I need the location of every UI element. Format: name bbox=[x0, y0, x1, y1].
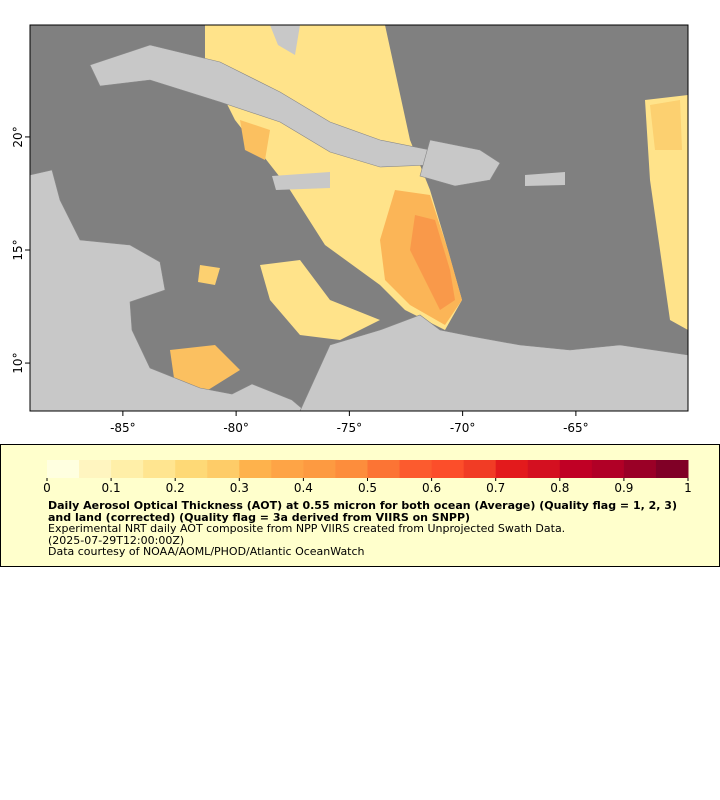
colorbar-tick-label: 0.4 bbox=[294, 481, 313, 495]
caption-line: Experimental NRT daily AOT composite fro… bbox=[48, 522, 566, 535]
colorbar-tick-label: 0.9 bbox=[614, 481, 633, 495]
colorbar-cell bbox=[495, 460, 529, 478]
colorbar-tick-label: 0.5 bbox=[358, 481, 377, 495]
colorbar-tick-label: 0.6 bbox=[422, 481, 441, 495]
y-tick-label: 10° bbox=[11, 352, 25, 373]
colorbar-cell bbox=[399, 460, 433, 478]
caption-line: (2025-07-29T12:00:00Z) bbox=[48, 533, 185, 547]
land-jamaica bbox=[272, 172, 330, 190]
x-tick-label: -80° bbox=[223, 421, 249, 435]
aerosol-patch bbox=[260, 260, 380, 340]
caption: Daily Aerosol Optical Thickness (AOT) at… bbox=[48, 500, 688, 558]
colorbar-cell bbox=[303, 460, 336, 478]
y-tick-label: 20° bbox=[11, 126, 25, 147]
x-tick-label: -65° bbox=[563, 421, 589, 435]
colorbar-cell bbox=[207, 460, 240, 478]
colorbar-cell bbox=[47, 460, 80, 478]
colorbar-cell bbox=[431, 460, 465, 478]
colorbar-cell bbox=[175, 460, 208, 478]
map-area bbox=[29, 24, 689, 412]
colorbar-cell bbox=[527, 460, 561, 478]
aerosol-patch bbox=[170, 345, 240, 395]
colorbar-tick-label: 1 bbox=[684, 481, 692, 495]
colorbar-cell bbox=[591, 460, 625, 478]
y-tick-label: 15° bbox=[11, 239, 25, 260]
colorbar-tick-label: 0.7 bbox=[486, 481, 505, 495]
colorbar-cell bbox=[623, 460, 657, 478]
colorbar-tick-label: 0 bbox=[43, 481, 51, 495]
aerosol-plume bbox=[240, 120, 270, 160]
colorbar-tick-label: 0.1 bbox=[102, 481, 121, 495]
caption-line: Data courtesy of NOAA/AOML/PHOD/Atlantic… bbox=[48, 545, 365, 558]
colorbar-cell bbox=[463, 460, 497, 478]
land-hispaniola bbox=[419, 139, 501, 187]
colorbar-cell bbox=[143, 460, 176, 478]
aerosol-swath bbox=[645, 95, 688, 330]
colorbar-cell bbox=[271, 460, 304, 478]
colorbar-cell bbox=[655, 460, 689, 478]
x-tick-label: -85° bbox=[110, 421, 136, 435]
colorbar-cell bbox=[239, 460, 272, 478]
aerosol-patch bbox=[198, 265, 220, 285]
x-tick-label: -70° bbox=[450, 421, 476, 435]
colorbar-cell bbox=[367, 460, 401, 478]
colorbar-cell bbox=[111, 460, 144, 478]
aerosol-plume bbox=[650, 100, 682, 150]
colorbar-tick-label: 0.3 bbox=[230, 481, 249, 495]
map-frame bbox=[29, 24, 689, 412]
colorbar-tick-label: 0.8 bbox=[550, 481, 569, 495]
caption-title: Daily Aerosol Optical Thickness (AOT) at… bbox=[48, 499, 677, 524]
land-puerto-rico bbox=[525, 172, 565, 186]
colorbar-cell bbox=[335, 460, 368, 478]
colorbar-cell bbox=[559, 460, 593, 478]
x-tick-label: -75° bbox=[337, 421, 363, 435]
land-central-america bbox=[29, 169, 306, 412]
aerosol-plume bbox=[410, 215, 455, 310]
colorbar-tick-label: 0.2 bbox=[166, 481, 185, 495]
land-florida bbox=[270, 25, 300, 55]
colorbar-cell bbox=[79, 460, 112, 478]
